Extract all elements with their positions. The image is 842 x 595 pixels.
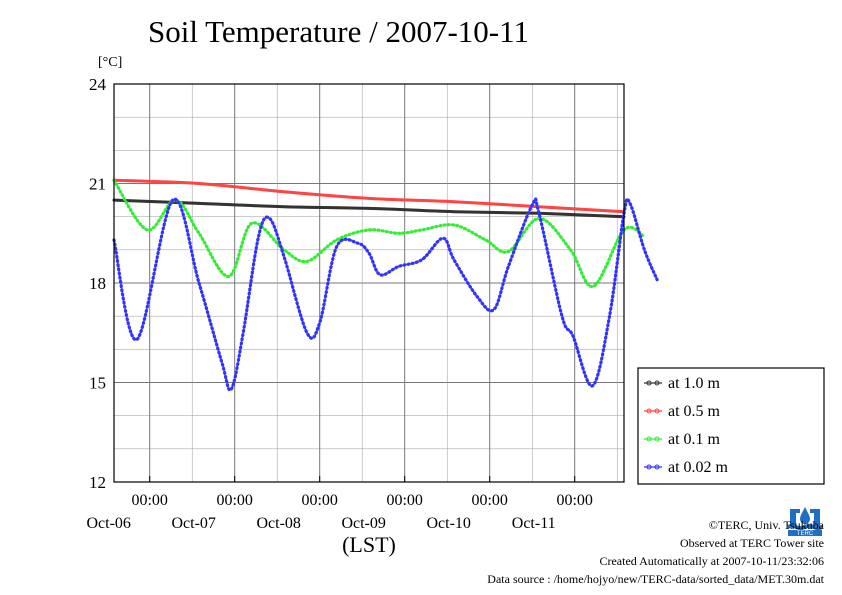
svg-text:TERC: TERC (797, 531, 814, 537)
legend-label: at 0.1 m (668, 431, 721, 448)
legend: at 1.0 m at 0.5 m at 0.1 m at 0.02 m (637, 367, 825, 485)
y-tick-label: 15 (89, 374, 106, 393)
legend-swatch-marker (654, 408, 660, 414)
grid-lines (114, 84, 624, 482)
series-markers-1 (113, 178, 625, 214)
legend-swatch-marker (654, 464, 660, 470)
x-tick-time-label: 00:00 (556, 492, 592, 509)
x-tick-time-label: 00:00 (131, 492, 167, 509)
observed-site-text: Observed at TERC Tower site (679, 536, 824, 550)
y-tick-label: 12 (89, 473, 106, 492)
terc-logo-icon: TERC (786, 503, 824, 537)
x-axis-label: (LST) (342, 532, 396, 557)
legend-label: at 0.02 m (668, 459, 729, 476)
y-tick-label: 24 (89, 75, 107, 94)
series-markers-0 (113, 198, 625, 219)
legend-swatch-marker (646, 408, 652, 414)
x-tick-time-label: 00:00 (386, 492, 422, 509)
legend-label: at 0.5 m (668, 403, 721, 420)
legend-swatch-marker (646, 464, 652, 470)
data-source-text: Data source : /home/hojyo/new/TERC-data/… (487, 572, 824, 586)
series-line-2 (112, 178, 646, 288)
x-tick-date-label: Oct-10 (426, 515, 470, 532)
y-tick-label: 21 (89, 175, 106, 194)
legend-box (637, 367, 825, 485)
legend-swatch-marker (646, 380, 652, 386)
legend-swatch-marker (654, 380, 660, 386)
x-tick-date-label: Oct-07 (171, 515, 215, 532)
y-tick-label: 18 (89, 274, 106, 293)
series-lines (112, 178, 659, 392)
x-tick-date-label: Oct-08 (256, 515, 300, 532)
x-tick-time-label: 00:00 (301, 492, 337, 509)
y-axis-unit-label: [°C] (98, 55, 123, 70)
series-connector-3 (113, 198, 658, 391)
x-tick-date-label: Oct-11 (512, 515, 556, 532)
legend-swatch-marker (646, 436, 652, 442)
x-tick-date-label: Oct-06 (86, 515, 130, 532)
axes: 121518212400:00Oct-0600:00Oct-0700:00Oct… (86, 75, 625, 557)
created-timestamp-text: Created Automatically at 2007-10-11/23:3… (599, 554, 824, 568)
copyright-text: ©TERC, Univ. Tsukuba (708, 518, 824, 532)
plot-frame (113, 83, 625, 483)
series-connector-2 (113, 180, 645, 287)
chart-title: Soil Temperature / 2007-10-11 (148, 14, 529, 49)
x-tick-time-label: 00:00 (471, 492, 507, 509)
x-tick-date-label: Oct-09 (341, 515, 385, 532)
legend-label: at 1.0 m (668, 375, 721, 392)
x-tick-time-label: 00:00 (216, 492, 252, 509)
legend-swatch-marker (654, 436, 660, 442)
